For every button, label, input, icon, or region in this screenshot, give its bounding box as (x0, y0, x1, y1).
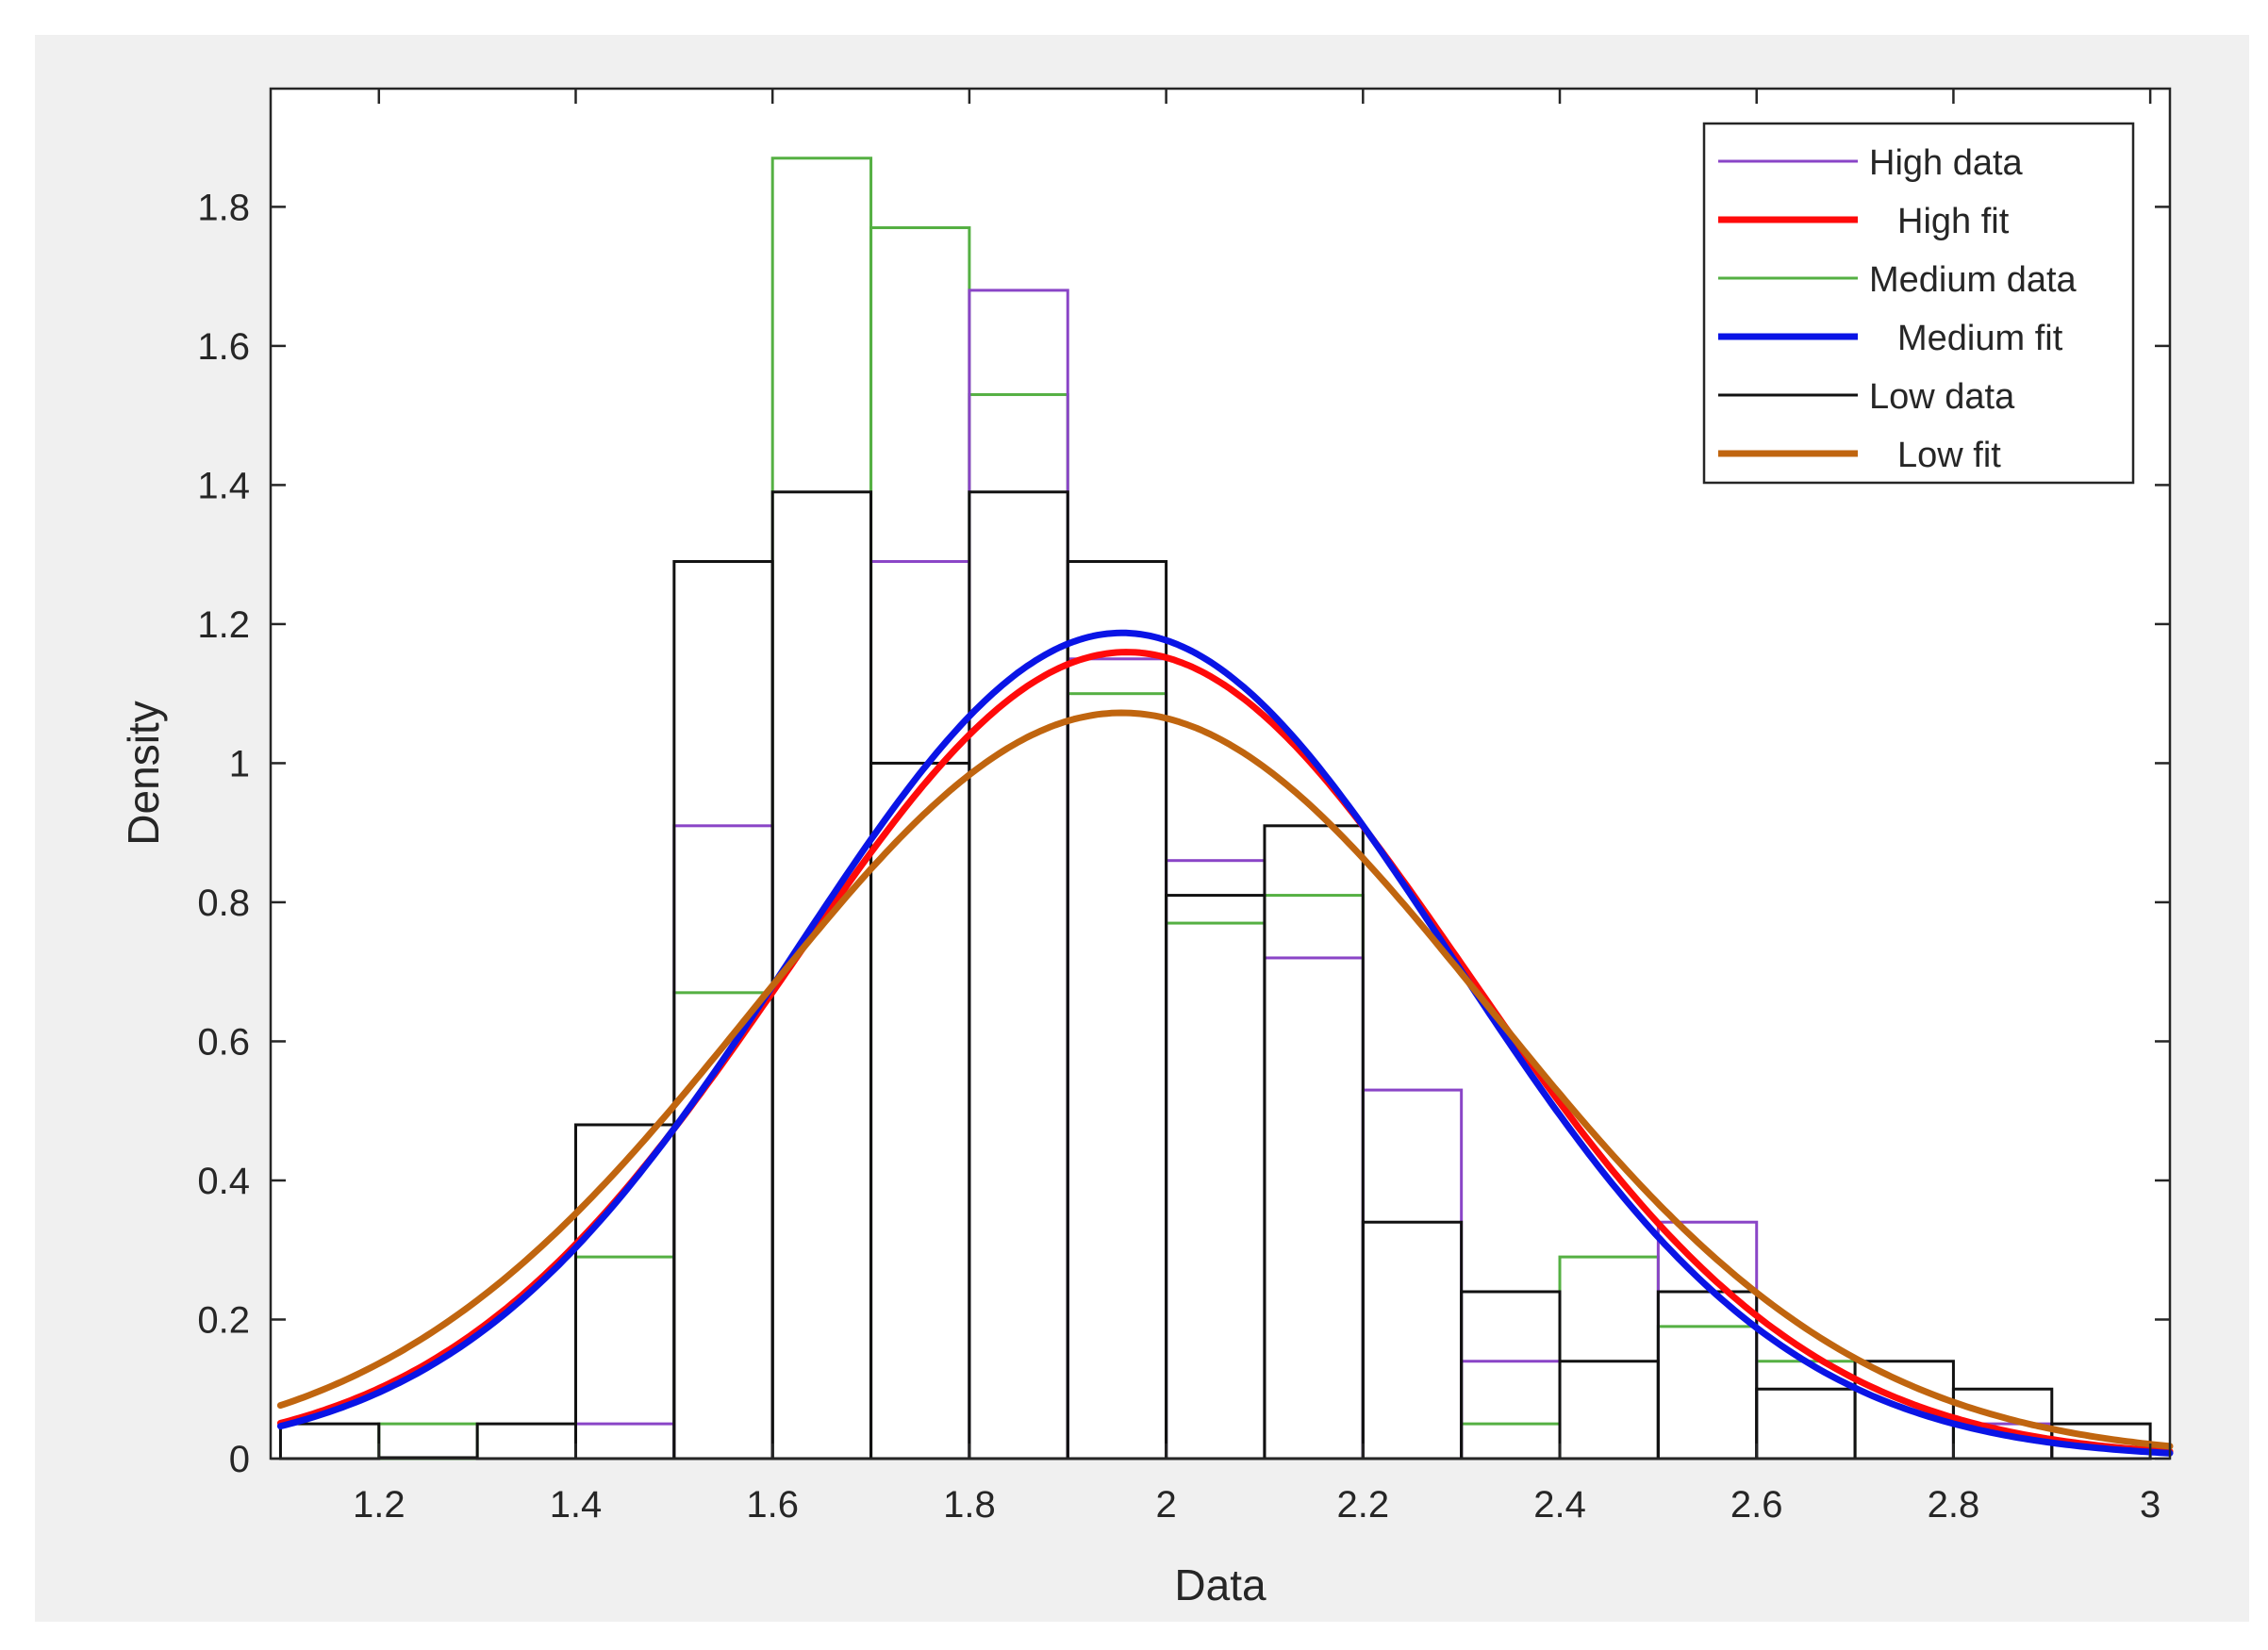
x-tick-label: 1.2 (353, 1484, 406, 1526)
y-tick-label: 1 (229, 743, 250, 784)
y-tick-label: 1.6 (197, 326, 250, 368)
y-tick-label: 0.8 (197, 883, 250, 924)
x-tick-label: 1.4 (550, 1484, 603, 1526)
x-tick-label: 2.6 (1730, 1484, 1783, 1526)
x-tick-label: 2.4 (1533, 1484, 1586, 1526)
x-tick-label: 3 (2140, 1484, 2160, 1526)
y-tick-label: 1.4 (197, 465, 250, 506)
legend-label-medium-fit: Medium fit (1897, 319, 2063, 358)
medium-fit-curve (276, 629, 2174, 1457)
legend-label-medium-data: Medium data (1869, 260, 2078, 300)
y-tick-label: 0.2 (197, 1299, 250, 1341)
x-tick-label: 1.6 (746, 1484, 799, 1526)
x-tick-label: 2 (1155, 1484, 1176, 1526)
low-fit-curve (276, 709, 2174, 1450)
fit-curve-layer (276, 629, 2174, 1457)
legend-label-low-data: Low data (1869, 377, 2015, 417)
y-axis-label: Density (119, 701, 168, 845)
legend-box (1702, 122, 2135, 485)
legend-label-high-data: High data (1869, 143, 2024, 183)
x-tick-label: 1.8 (943, 1484, 996, 1526)
y-tick-label: 0.4 (197, 1161, 250, 1202)
y-tick-label: 1.2 (197, 604, 250, 646)
x-tick-label: 2.8 (1928, 1484, 1980, 1526)
plot-axes-box (269, 87, 2172, 1460)
legend: High data High fit Medium data Medium fit Lo… (1702, 122, 2135, 485)
x-tick-label: 2.2 (1337, 1484, 1390, 1526)
y-tick-label: 1.8 (197, 187, 250, 228)
legend-label-low-fit: Low fit (1897, 436, 2001, 475)
axis-tick-layer: 1.2 1.4 1.6 1.8 2 2.2 2.4 2.6 2.8 3 0 0.2 0.4 0.6 0.8 1… (197, 89, 2170, 1526)
legend-label-high-fit: High fit (1897, 202, 2010, 241)
y-tick-label: 0.6 (197, 1021, 250, 1063)
x-axis-label: Data (1174, 1560, 1266, 1609)
y-tick-label: 0 (229, 1439, 250, 1480)
